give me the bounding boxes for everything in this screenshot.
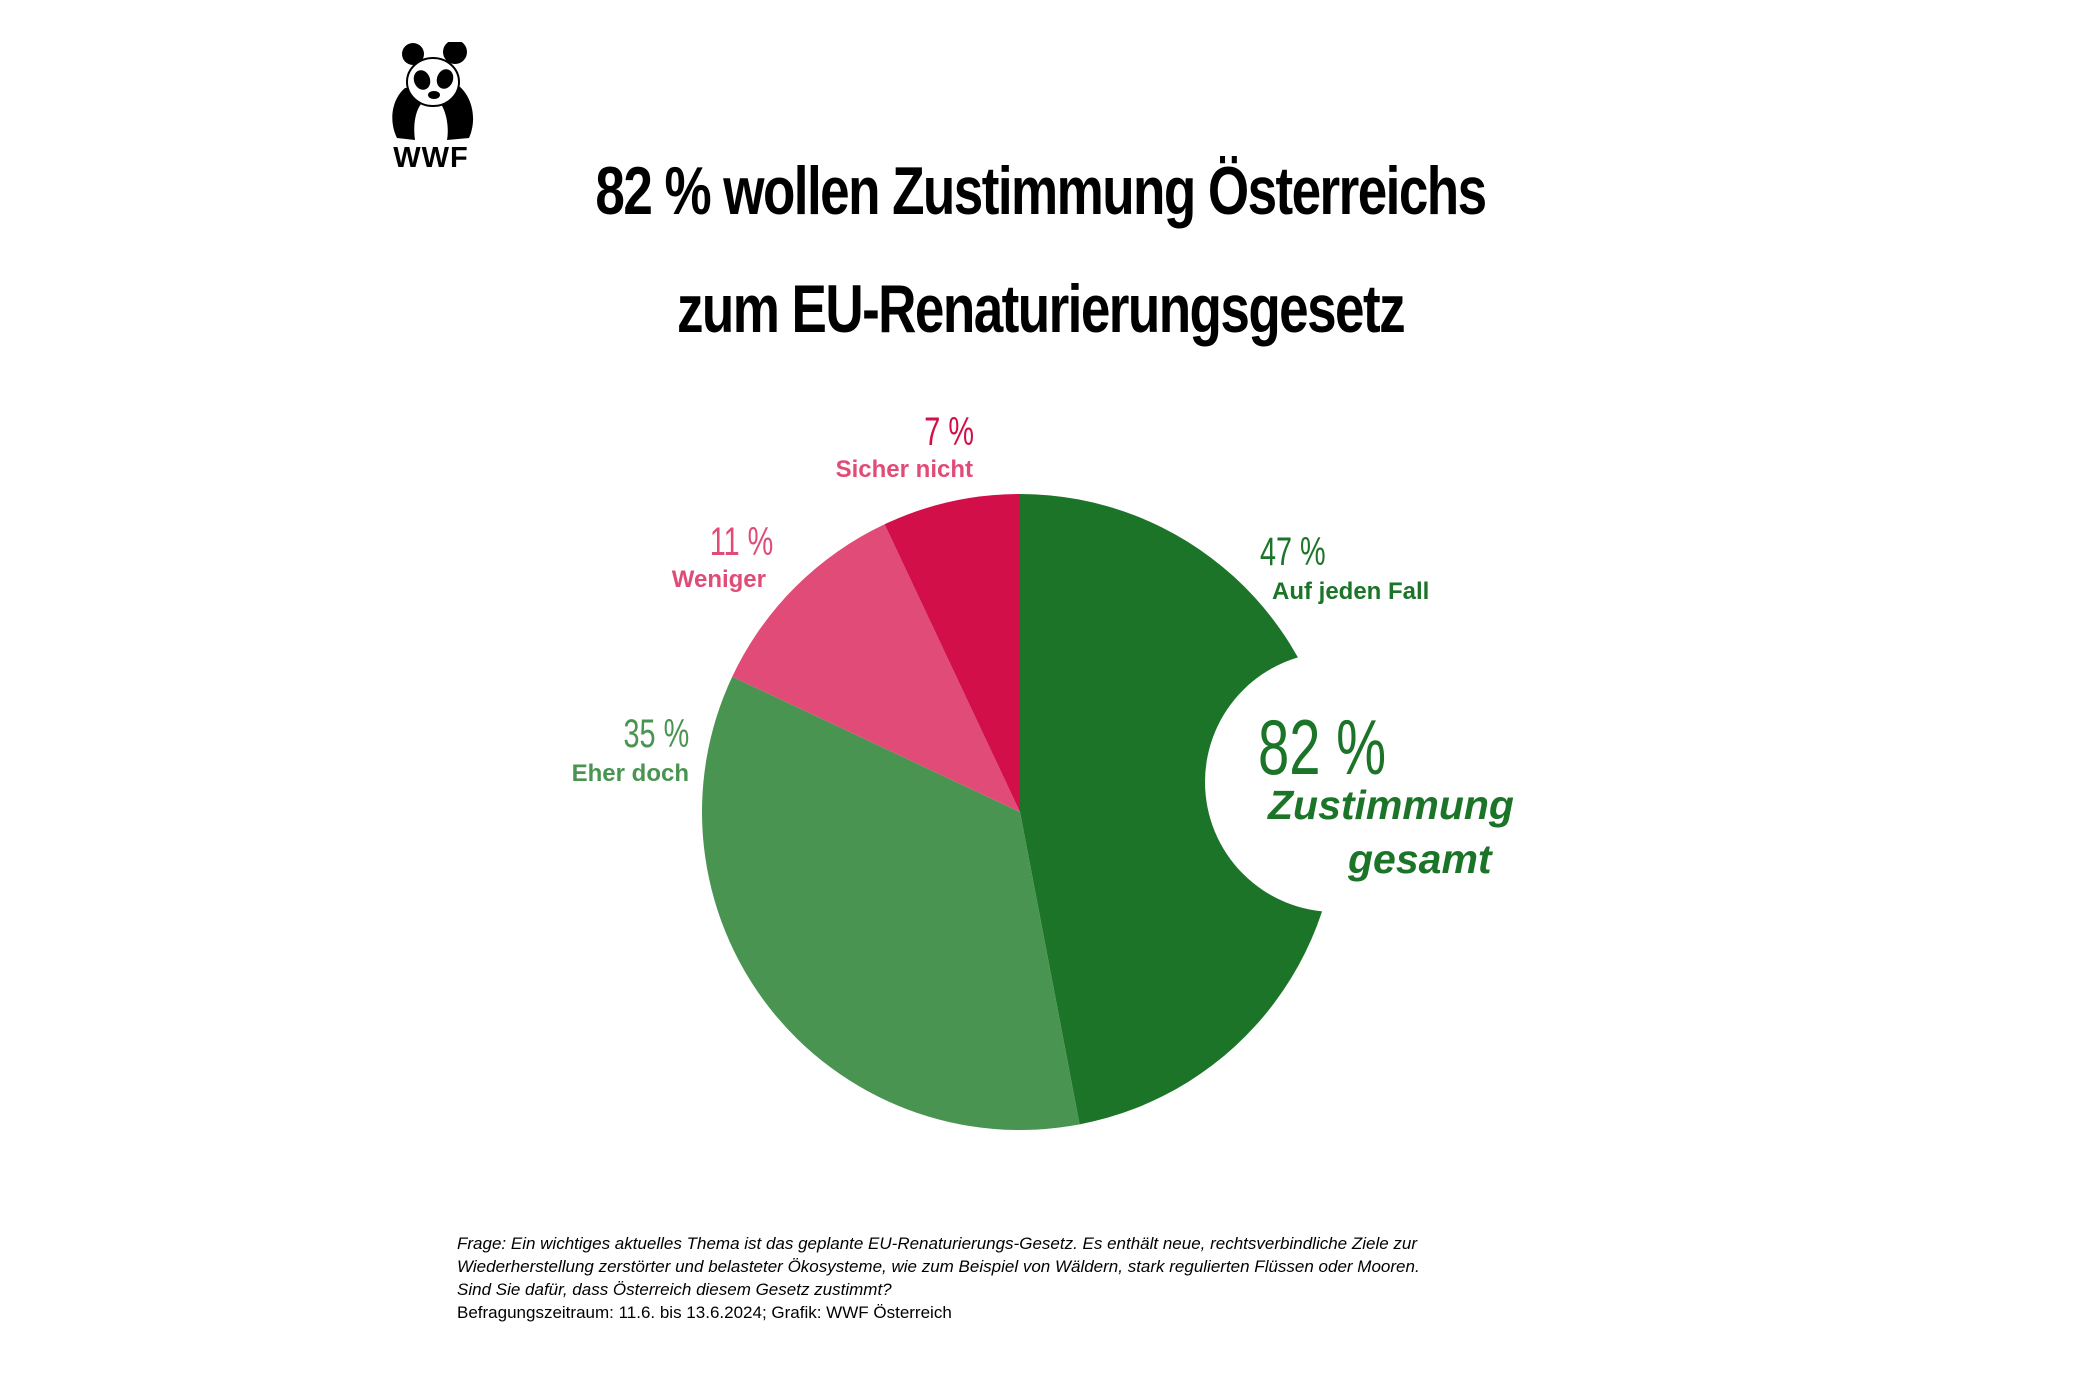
pie-slice-auf-jeden-fall	[1020, 494, 1338, 1125]
pie-slice-sicher-nicht	[884, 494, 1020, 812]
footnote-question-line3: Sind Sie dafür, dass Österreich diesem G…	[457, 1280, 892, 1299]
pie-slice-weniger	[732, 524, 1020, 812]
slice-value-eher-doch: 35 %	[623, 712, 689, 756]
footnote-source: Befragungszeitraum: 11.6. bis 13.6.2024;…	[457, 1303, 952, 1322]
slice-label-sicher-nicht: Sicher nicht	[835, 456, 973, 483]
footnote: Frage: Ein wichtiges aktuelles Thema ist…	[457, 1232, 1557, 1324]
wwf-logo: WWF	[385, 42, 477, 174]
slice-label-auf-jeden-fall: Auf jeden Fall	[1272, 578, 1430, 605]
slice-label-eher-doch: Eher doch	[571, 760, 689, 787]
annotation-cutout	[1205, 652, 1465, 912]
chart-title-line2: zum EU-Renaturierungsgesetz	[676, 271, 1406, 347]
total-approval-value: 82 %	[1258, 703, 1387, 791]
slice-label-weniger: Weniger	[671, 566, 766, 593]
pie-slice-eher-doch	[702, 676, 1080, 1130]
chart-title-line1: 82 % wollen Zustimmung Österreichs	[595, 153, 1487, 229]
total-approval-label-line2: gesamt	[1348, 836, 1492, 882]
panda-icon	[392, 42, 474, 140]
footnote-question-line2: Wiederherstellung zerstörter und belaste…	[457, 1257, 1420, 1276]
total-approval-label-line1: Zustimmung	[1268, 782, 1514, 828]
slice-value-sicher-nicht: 7 %	[924, 410, 974, 454]
footnote-question-line1: Frage: Ein wichtiges aktuelles Thema ist…	[457, 1234, 1418, 1253]
logo-text: WWF	[393, 142, 469, 174]
slice-value-auf-jeden-fall: 47 %	[1260, 530, 1326, 574]
slice-value-weniger: 11 %	[709, 520, 773, 564]
